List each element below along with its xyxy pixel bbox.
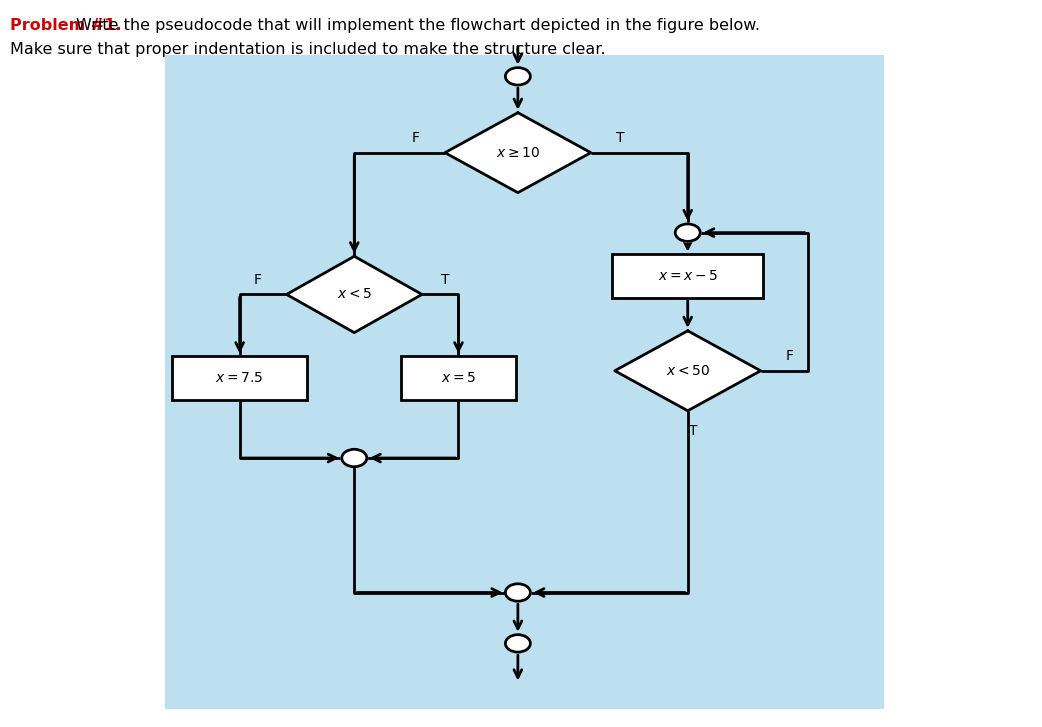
Polygon shape [615,331,761,411]
Circle shape [342,449,367,467]
Text: $x = x - 5$: $x = x - 5$ [658,269,718,284]
Text: F: F [786,349,794,364]
Text: $x < 50$: $x < 50$ [666,364,710,378]
Text: T: T [441,273,449,287]
Circle shape [505,68,530,85]
FancyBboxPatch shape [172,356,307,400]
FancyBboxPatch shape [401,356,516,400]
FancyBboxPatch shape [165,55,884,709]
Text: T: T [689,424,697,438]
FancyBboxPatch shape [613,254,763,298]
Circle shape [675,224,700,241]
Text: Problem #1.: Problem #1. [10,18,122,33]
Text: T: T [616,131,624,145]
Polygon shape [287,257,422,333]
Text: F: F [412,131,420,145]
Text: $x < 5$: $x < 5$ [337,287,372,302]
Text: F: F [253,273,262,287]
Text: $x = 5$: $x = 5$ [441,371,476,385]
Circle shape [505,635,530,652]
Text: Write the pseudocode that will implement the flowchart depicted in the figure be: Write the pseudocode that will implement… [76,18,760,33]
Text: $x = 7.5$: $x = 7.5$ [216,371,264,385]
Polygon shape [445,113,591,193]
Text: Make sure that proper indentation is included to make the structure clear.: Make sure that proper indentation is inc… [10,42,606,57]
Circle shape [505,584,530,601]
Text: $x\geq 10$: $x\geq 10$ [496,145,540,160]
